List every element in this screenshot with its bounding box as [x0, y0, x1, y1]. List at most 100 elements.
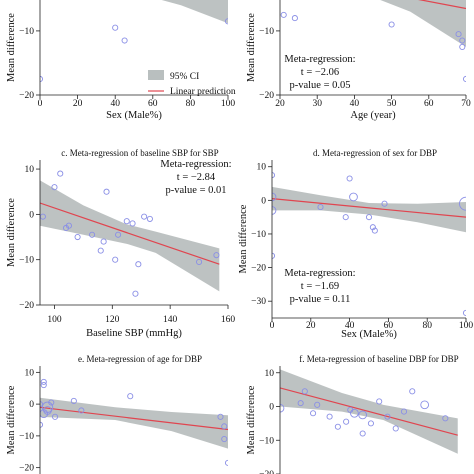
- data-point: [70, 397, 77, 404]
- data-point: [57, 170, 64, 177]
- data-point: [317, 204, 324, 211]
- y-tick-label: −20: [259, 470, 274, 474]
- data-point: [349, 192, 358, 202]
- data-point: [115, 231, 122, 238]
- y-tick-label: 0: [29, 210, 34, 220]
- data-point: [127, 393, 134, 400]
- y-axis-label: Mean difference: [246, 385, 257, 454]
- data-point: [65, 222, 72, 229]
- y-tick-label: 10: [25, 165, 35, 175]
- y-axis-label: Mean difference: [6, 198, 17, 267]
- legend-line-label: Linear prediction: [170, 87, 236, 97]
- data-point: [400, 408, 408, 415]
- x-tick-label: 100: [47, 315, 62, 325]
- regression-annotation: Meta-regression:: [284, 54, 355, 65]
- data-point: [89, 231, 96, 238]
- data-point: [462, 309, 466, 317]
- data-point: [314, 401, 321, 408]
- data-point: [291, 15, 298, 22]
- data-point: [365, 214, 373, 221]
- chart-title: c. Meta-regression of baseline SBP for S…: [61, 148, 218, 158]
- data-point: [409, 388, 416, 395]
- data-point: [384, 413, 391, 420]
- data-point: [40, 382, 47, 389]
- data-point: [343, 418, 350, 425]
- regression-annotation: t = −1.69: [301, 281, 339, 292]
- panel-f: [280, 369, 458, 454]
- chart-title: d. Meta-regression of sex for DBP: [313, 148, 437, 158]
- confidence-band: [161, 0, 228, 24]
- panel-a: [40, 0, 228, 83]
- regression-annotation: p-value = 0.05: [289, 80, 350, 91]
- data-point: [301, 388, 308, 395]
- regression-line: [418, 0, 466, 10]
- data-point: [334, 423, 341, 430]
- data-point: [221, 436, 228, 443]
- data-point: [459, 37, 466, 44]
- data-point: [141, 213, 148, 220]
- y-axis-label: Mean difference: [6, 13, 17, 82]
- y-tick-label: −20: [19, 464, 34, 474]
- panel-b: [280, 0, 466, 83]
- data-point: [455, 31, 462, 38]
- x-tick-label: 20: [73, 99, 83, 109]
- data-point: [40, 378, 47, 385]
- y-tick-label: −10: [19, 256, 34, 266]
- data-point: [462, 75, 466, 83]
- panel-e: [40, 378, 228, 466]
- x-tick-label: 40: [110, 99, 120, 109]
- confidence-band: [380, 0, 466, 47]
- data-point: [224, 459, 228, 466]
- panel-c: [40, 170, 220, 297]
- data-point: [146, 215, 153, 222]
- data-point: [392, 425, 399, 432]
- x-tick-label: 20: [306, 321, 316, 331]
- regression-line: [40, 202, 220, 265]
- x-tick-label: 30: [312, 99, 322, 109]
- data-point: [224, 18, 228, 25]
- x-tick-label: 100: [221, 99, 236, 109]
- y-tick-label: −30: [251, 297, 266, 307]
- data-point: [272, 252, 276, 259]
- data-point: [459, 196, 466, 211]
- x-axis-label: Sex (Male%): [106, 110, 162, 121]
- data-point: [221, 423, 228, 430]
- regression-annotation: Meta-regression:: [160, 159, 231, 170]
- x-tick-label: 0: [270, 321, 275, 331]
- confidence-band: [40, 180, 220, 292]
- x-axis-label: Age (year): [350, 110, 396, 121]
- regression-annotation: Meta-regression:: [284, 268, 355, 279]
- data-point: [310, 410, 317, 417]
- x-tick-label: 60: [148, 99, 158, 109]
- y-axis-label: Mean difference: [238, 204, 249, 273]
- data-point: [376, 398, 383, 405]
- data-point: [350, 408, 359, 418]
- data-point: [369, 224, 376, 231]
- regression-line: [272, 198, 466, 218]
- data-point: [112, 256, 119, 263]
- data-point: [112, 24, 119, 31]
- x-tick-label: 20: [275, 99, 285, 109]
- data-point: [78, 407, 85, 414]
- data-point: [381, 200, 388, 207]
- data-point: [97, 247, 104, 254]
- x-tick-label: 80: [186, 99, 196, 109]
- chart-title: f. Meta-regression of baseline DBP for D…: [299, 354, 458, 364]
- x-tick-label: 160: [221, 315, 236, 325]
- data-point: [213, 252, 220, 259]
- y-axis-label: Mean difference: [246, 13, 257, 82]
- data-point: [346, 175, 353, 182]
- regression-line: [280, 387, 458, 436]
- x-tick-label: 120: [105, 315, 120, 325]
- y-tick-label: 10: [257, 163, 267, 173]
- y-tick-label: −20: [19, 301, 34, 311]
- y-axis-label: Mean difference: [6, 385, 17, 454]
- data-point: [420, 400, 430, 410]
- data-point: [459, 43, 466, 50]
- data-point: [217, 413, 224, 420]
- y-tick-label: 0: [261, 196, 266, 206]
- regression-annotation: t = −2.84: [177, 172, 216, 183]
- data-point: [358, 410, 368, 420]
- y-tick-label: −20: [259, 91, 274, 101]
